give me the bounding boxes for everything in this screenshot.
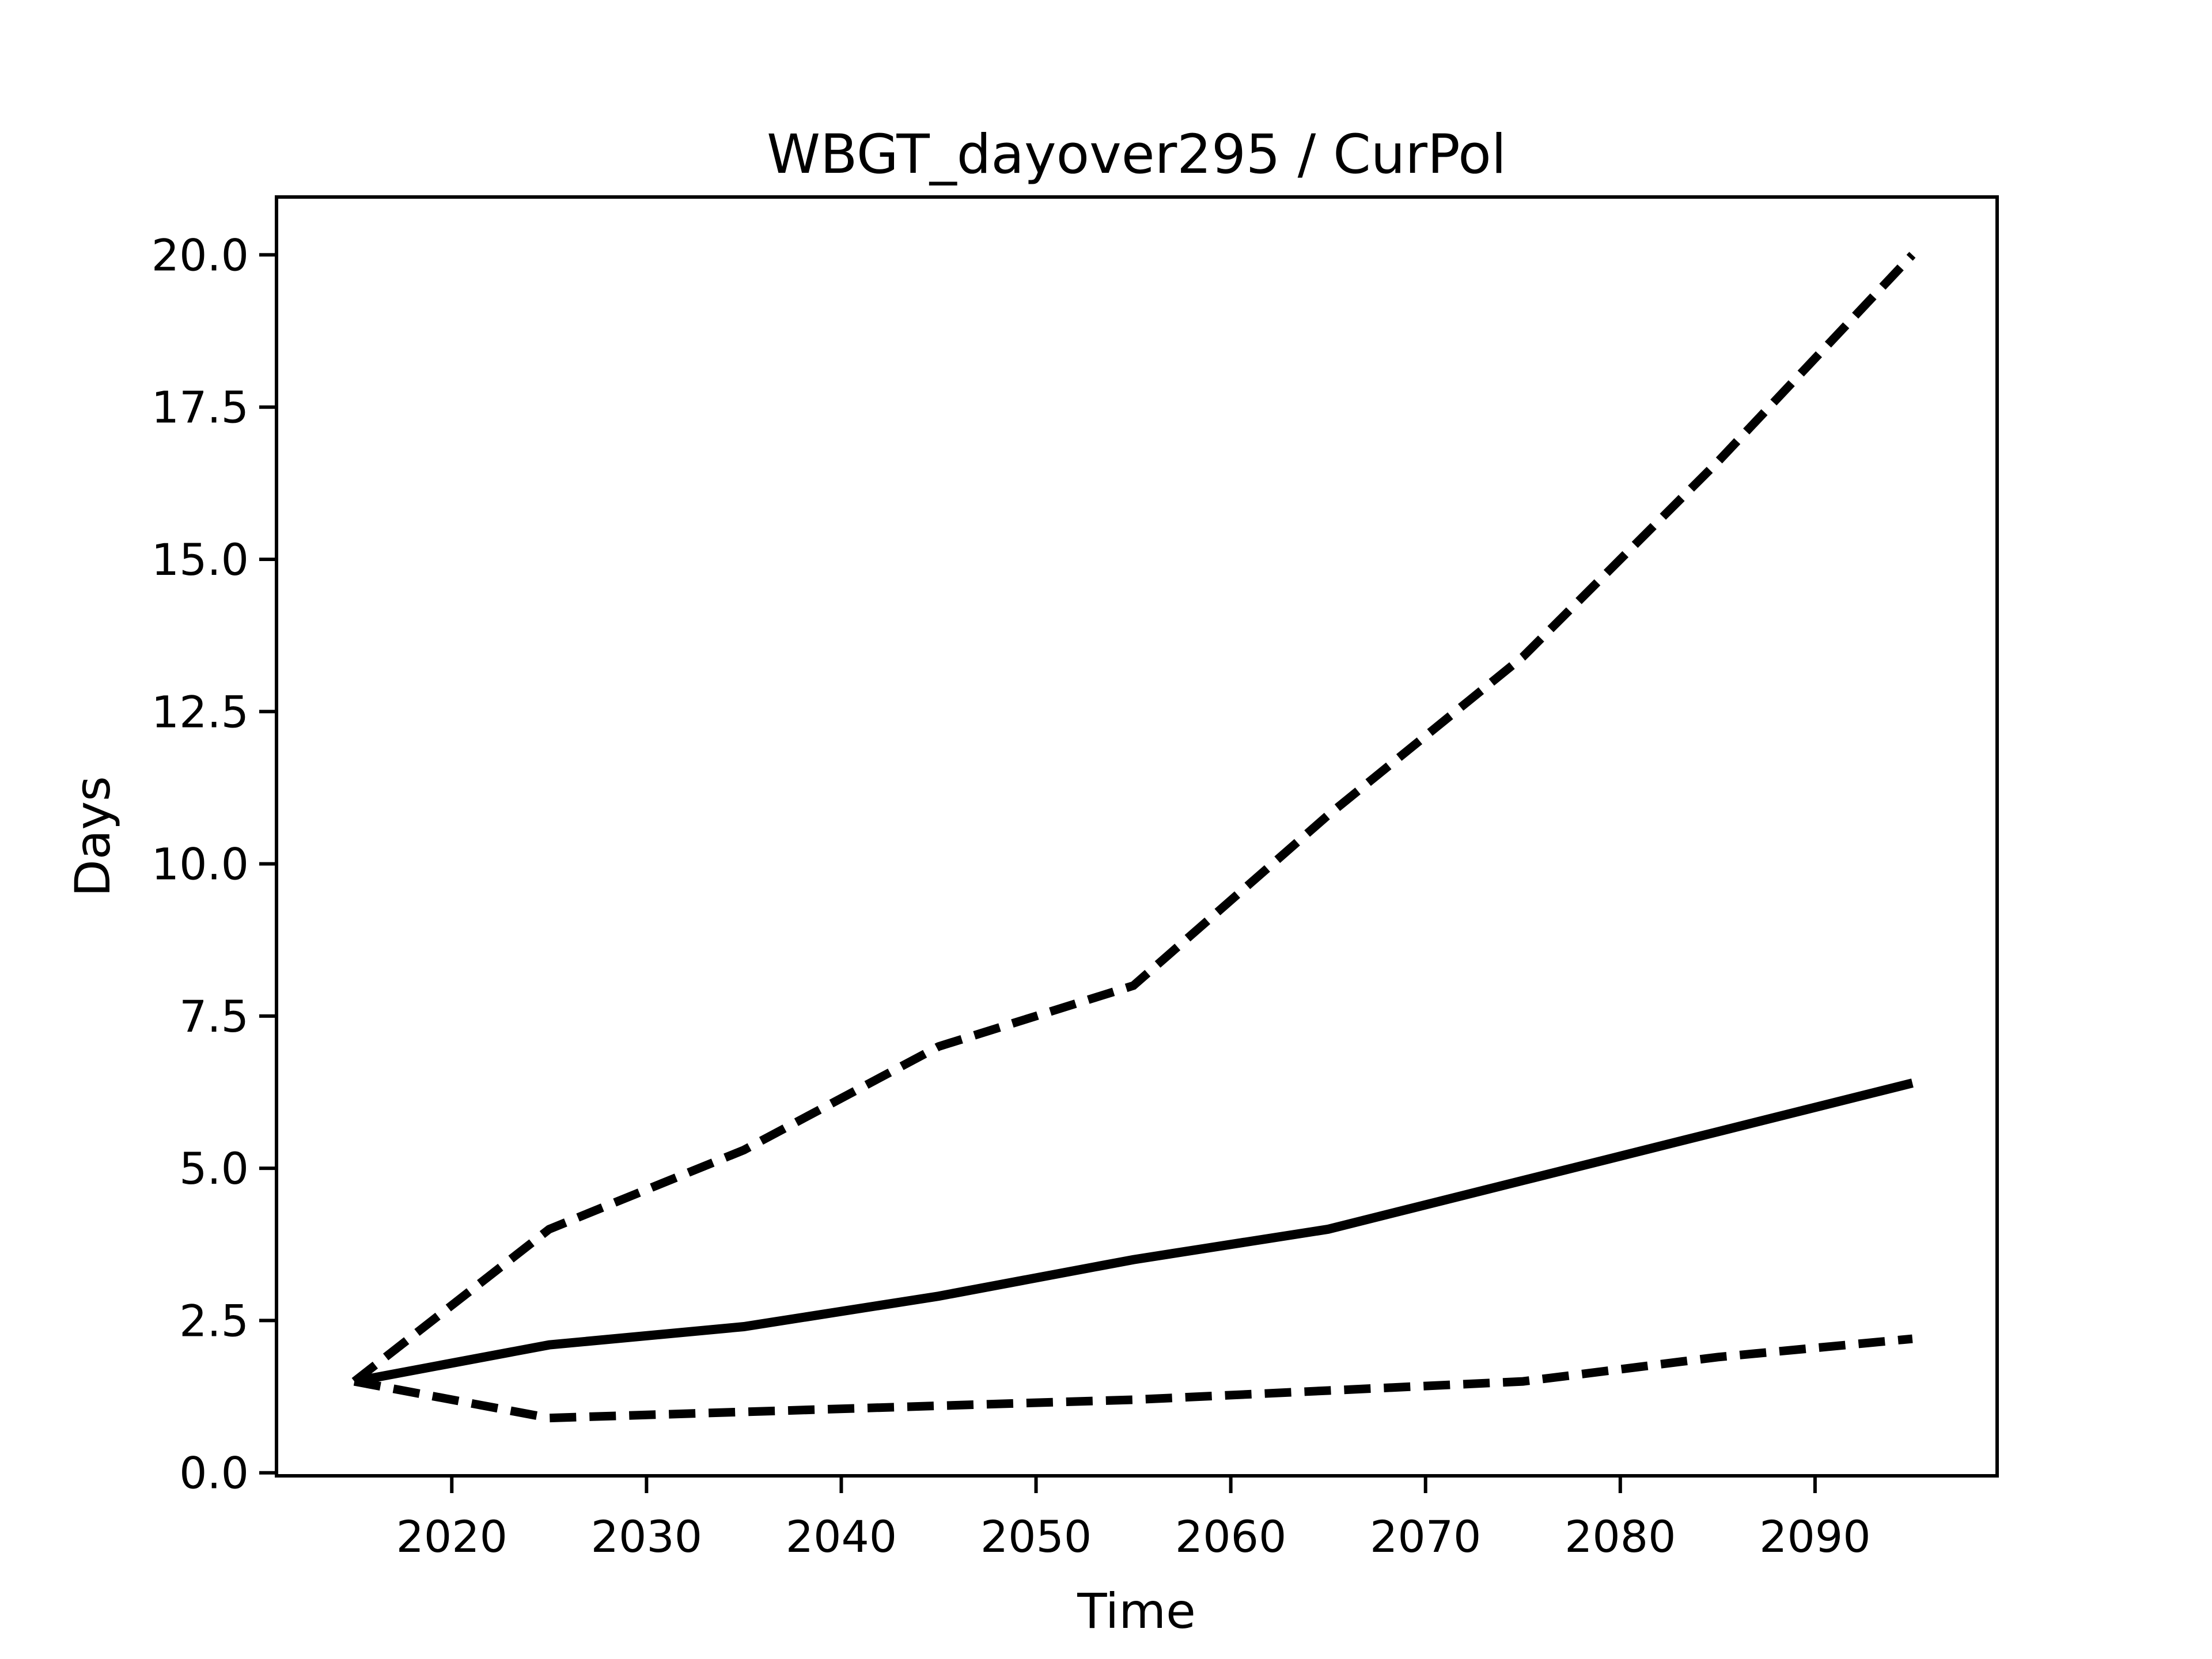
x-axis-ticks: 2020 2030 2040 2050 2060 2070 2080 2090 xyxy=(396,1476,1871,1562)
x-tick-label: 2020 xyxy=(396,1511,507,1562)
series-upper-dashed-percentile xyxy=(351,252,1916,1385)
x-tick-label: 2060 xyxy=(1175,1511,1286,1562)
series-lower-dashed-percentile xyxy=(353,1334,1913,1423)
y-tick-label: 12.5 xyxy=(151,686,249,737)
y-axis-label: Days xyxy=(65,776,121,897)
x-tick-label: 2040 xyxy=(786,1511,897,1562)
x-tick-label: 2070 xyxy=(1370,1511,1481,1562)
y-tick-label: 17.5 xyxy=(151,382,249,433)
x-tick-label: 2050 xyxy=(980,1511,1092,1562)
data-series xyxy=(351,252,1916,1423)
x-tick-label: 2080 xyxy=(1565,1511,1676,1562)
y-tick-label: 15.0 xyxy=(151,534,249,585)
x-axis-label: Time xyxy=(1077,1583,1196,1639)
plot-area xyxy=(275,195,1999,1478)
y-tick-label: 7.5 xyxy=(179,991,249,1042)
axes-spines xyxy=(275,195,1999,1478)
series-median-solid xyxy=(353,1078,1914,1386)
y-tick-label: 0.0 xyxy=(179,1448,249,1499)
y-tick-label: 10.0 xyxy=(151,839,249,890)
y-tick-label: 20.0 xyxy=(151,229,249,281)
y-axis-ticks: 0.0 2.5 5.0 7.5 10.0 12.5 15.0 17.5 20.0 xyxy=(151,229,276,1499)
x-tick-label: 2090 xyxy=(1759,1511,1870,1562)
y-tick-label: 5.0 xyxy=(179,1143,249,1194)
x-tick-label: 2030 xyxy=(591,1511,702,1562)
chart-title: WBGT_dayover295 / CurPol xyxy=(767,123,1506,186)
y-tick-label: 2.5 xyxy=(179,1295,249,1346)
